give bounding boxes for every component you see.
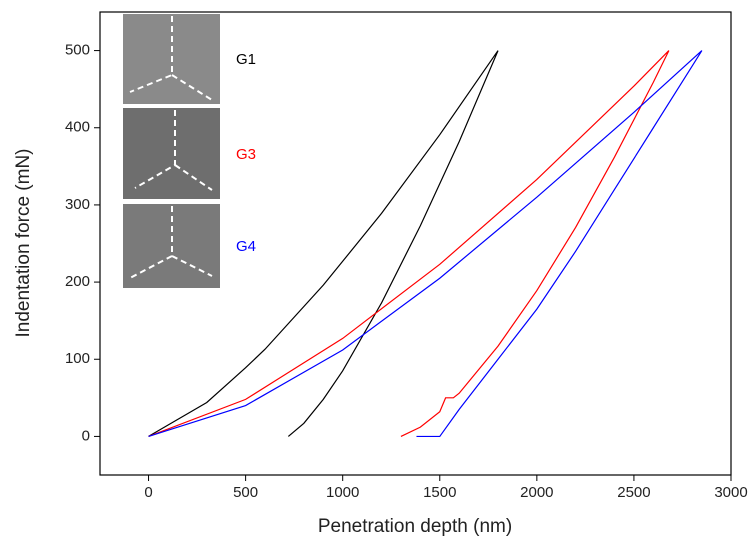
- x-tick-label: 500: [233, 484, 258, 501]
- series-line: [148, 50, 703, 438]
- x-tick-label: 3000: [714, 484, 747, 501]
- x-tick-label: 1500: [423, 484, 456, 501]
- y-tick-label: 500: [65, 42, 90, 59]
- x-tick-label: 2500: [617, 484, 650, 501]
- x-axis-title: Penetration depth (nm): [318, 516, 512, 537]
- inset-image: [123, 108, 220, 199]
- y-tick-label: 0: [82, 427, 90, 444]
- legend-label: G3: [236, 146, 256, 163]
- legend-label: G4: [236, 238, 256, 255]
- y-axis-title: Indentation force (mN): [13, 148, 34, 337]
- x-tick-label: 1000: [326, 484, 359, 501]
- inset-images: [123, 14, 220, 288]
- legend-label: G1: [236, 51, 256, 68]
- series-line: [148, 50, 670, 437]
- indent-marks: [129, 16, 213, 279]
- y-tick-label: 200: [65, 273, 90, 290]
- y-tick-label: 100: [65, 350, 90, 367]
- x-tick-label: 2000: [520, 484, 553, 501]
- plot-frame: [99, 11, 732, 476]
- series-line: [148, 50, 499, 437]
- y-tick-label: 300: [65, 196, 90, 213]
- y-tick-label: 400: [65, 119, 90, 136]
- x-tick-label: 0: [144, 484, 152, 501]
